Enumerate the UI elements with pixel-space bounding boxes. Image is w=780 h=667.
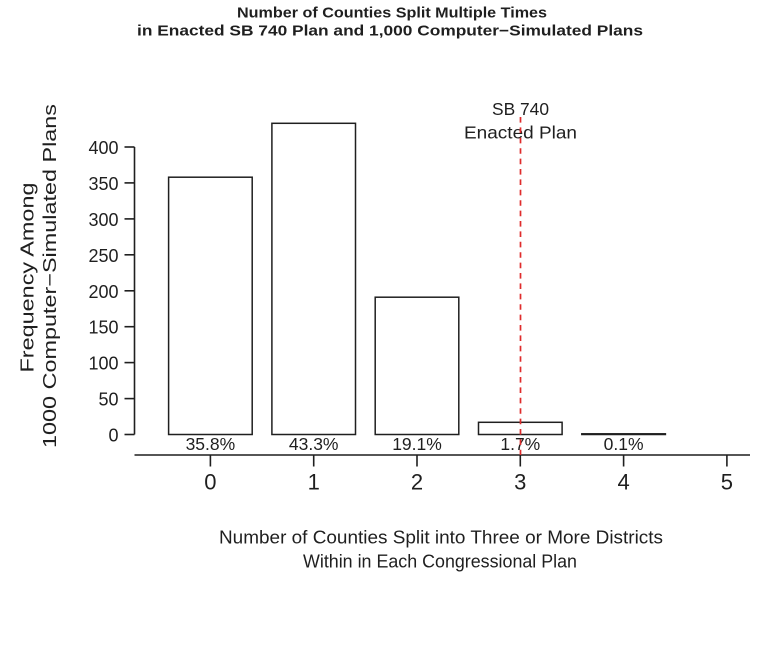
axes-group — [124, 146, 750, 467]
bar-percent-label-x4: 0.1% — [604, 434, 644, 454]
y-tick-label-0: 0 — [108, 426, 118, 446]
y-axis-label-line-2: 1000 Computer−Simulated Plans — [39, 104, 60, 448]
bar-x4 — [581, 433, 667, 436]
x-tick-label-4: 4 — [617, 470, 629, 495]
chart-title-line-1: Number of Counties Split Multiple Times — [237, 5, 547, 22]
y-axis-label-line-1: Frequency Among — [17, 183, 38, 373]
bar-x1 — [271, 122, 357, 436]
y-tick-label-400: 400 — [88, 138, 118, 158]
y-tick-label-350: 350 — [88, 174, 118, 194]
x-axis-label-line-1: Number of Counties Split into Three or M… — [219, 527, 663, 548]
chart-title-line-2: in Enacted SB 740 Plan and 1,000 Compute… — [137, 23, 643, 40]
y-tick-label-200: 200 — [88, 282, 118, 302]
bar-x2 — [374, 296, 460, 436]
bar-percent-label-x0: 35.8% — [186, 434, 236, 454]
bar-x0 — [167, 176, 253, 436]
x-tick-label-5: 5 — [721, 470, 733, 495]
x-tick-label-2: 2 — [411, 470, 423, 495]
bar-percent-label-x2: 19.1% — [392, 434, 442, 454]
y-tick-label-100: 100 — [88, 354, 118, 374]
bar-labels-group: 35.8% 43.3% 19.1% 1.7% 0.1% — [186, 434, 644, 454]
y-tick-label-150: 150 — [88, 318, 118, 338]
x-tick-label-3: 3 — [514, 470, 526, 495]
x-tick-label-0: 0 — [204, 470, 216, 495]
y-tick-label-250: 250 — [88, 246, 118, 266]
x-tick-label-1: 1 — [308, 470, 320, 495]
annotation-line-1: SB 740 — [492, 99, 549, 119]
bars-group — [167, 122, 667, 436]
y-tick-label-300: 300 — [88, 210, 118, 230]
bar-percent-label-x1: 43.3% — [289, 434, 339, 454]
y-tick-label-50: 50 — [98, 390, 118, 410]
x-axis-label-line-2: Within in Each Congressional Plan — [303, 551, 577, 572]
